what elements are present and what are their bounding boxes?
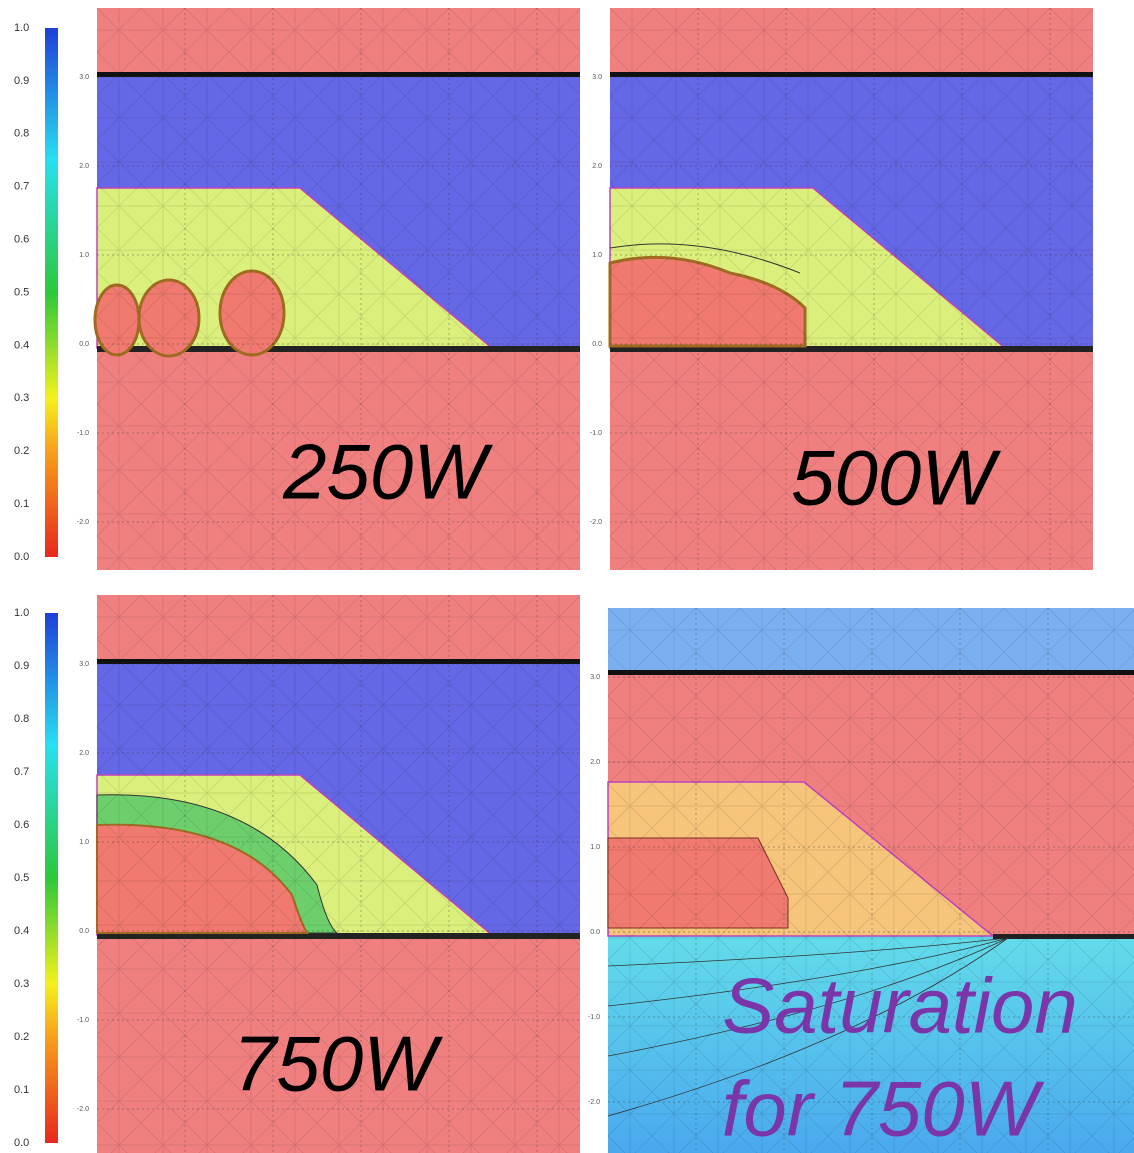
colorbar-tick-label: 0.5: [14, 872, 29, 884]
y-tick-label: 3.0: [79, 661, 89, 668]
colorbar-tick-label: 0.3: [14, 392, 29, 404]
colorbar-tick-label: 0.7: [14, 766, 29, 778]
y-tick-label: 3.0: [79, 74, 89, 81]
y-tick-label: -1.0: [590, 430, 602, 437]
y-tick-label: -2.0: [588, 1099, 600, 1106]
y-tick-label: 2.0: [592, 163, 602, 170]
panel-label: for 750W: [722, 1065, 1045, 1153]
colorbar-tick-label: 1.0: [14, 22, 29, 34]
colorbar-tick-label: 0.6: [14, 819, 29, 831]
panel-label: Saturation: [722, 962, 1078, 1050]
y-tick-label: 1.0: [79, 839, 89, 846]
figure: 1.0 0.9 0.8 0.7 0.6 0.5 0.4 0.3 0.2 0.1 0.0 1.0 0.9 0…: [0, 0, 1134, 1153]
colorbar-tick-label: 0.0: [14, 1137, 29, 1149]
y-tick-label: 0.0: [592, 341, 602, 348]
y-tick-label: -2.0: [77, 519, 89, 526]
colorbar-tick-label: 0.8: [14, 128, 29, 140]
panel-label: 250W: [282, 428, 493, 516]
colorbar-tick-label: 0.2: [14, 445, 29, 457]
colorbar-tick-label: 0.0: [14, 551, 29, 563]
y-tick-label: 1.0: [592, 252, 602, 259]
y-tick-label: 2.0: [590, 759, 600, 766]
y-tick-label: 0.0: [79, 341, 89, 348]
colorbar-tick-label: 0.2: [14, 1031, 29, 1043]
colorbar-tick-label: 0.9: [14, 75, 29, 87]
colorbar-tick-label: 0.7: [14, 181, 29, 193]
colorbar-tick-label: 0.9: [14, 660, 29, 672]
y-tick-label: 0.0: [79, 928, 89, 935]
colorbar: [45, 613, 58, 1143]
y-tick-label: -1.0: [77, 1017, 89, 1024]
y-tick-label: 0.0: [590, 929, 600, 936]
y-tick-label: 2.0: [79, 750, 89, 757]
colorbar-tick-label: 1.0: [14, 607, 29, 619]
y-tick-label: -1.0: [77, 430, 89, 437]
colorbar-tick-label: 0.5: [14, 286, 29, 298]
colorbar: [45, 28, 58, 557]
panel-label: 750W: [233, 1020, 443, 1108]
y-tick-label: 1.0: [590, 844, 600, 851]
colorbar-tick-label: 0.3: [14, 978, 29, 990]
y-tick-label: 3.0: [590, 674, 600, 681]
y-tick-label: -2.0: [77, 1106, 89, 1113]
y-tick-label: 2.0: [79, 163, 89, 170]
colorbar-tick-label: 0.1: [14, 498, 29, 510]
colorbar-tick-label: 0.6: [14, 234, 29, 246]
colorbar-tick-label: 0.8: [14, 713, 29, 725]
panel-label: 500W: [791, 434, 1001, 522]
y-tick-label: -2.0: [590, 519, 602, 526]
colorbar-tick-label: 0.1: [14, 1084, 29, 1096]
y-tick-label: -1.0: [588, 1014, 600, 1021]
colorbar-tick-label: 0.4: [14, 339, 29, 351]
y-tick-label: 3.0: [592, 74, 602, 81]
colorbar-tick-label: 0.4: [14, 925, 29, 937]
y-tick-label: 1.0: [79, 252, 89, 259]
